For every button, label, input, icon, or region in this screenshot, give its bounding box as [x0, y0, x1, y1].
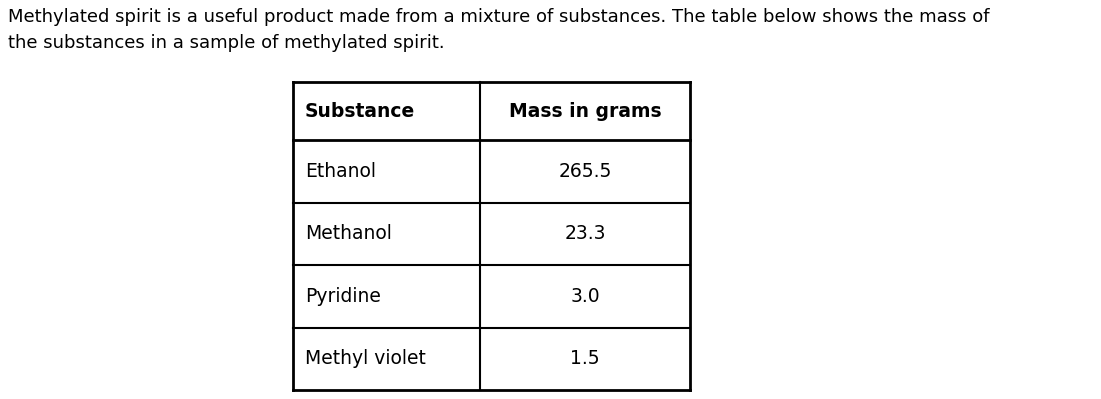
Text: 3.0: 3.0	[570, 287, 600, 306]
Text: 265.5: 265.5	[558, 162, 612, 181]
Text: Methanol: Methanol	[305, 224, 392, 243]
Text: Methylated spirit is a useful product made from a mixture of substances. The tab: Methylated spirit is a useful product ma…	[8, 8, 990, 26]
Text: Methyl violet: Methyl violet	[305, 349, 426, 368]
Text: 23.3: 23.3	[564, 224, 606, 243]
Text: the substances in a sample of methylated spirit.: the substances in a sample of methylated…	[8, 34, 445, 52]
Text: Substance: Substance	[305, 102, 415, 120]
Text: Ethanol: Ethanol	[305, 162, 377, 181]
Text: 1.5: 1.5	[570, 349, 600, 368]
Text: Mass in grams: Mass in grams	[509, 102, 662, 120]
Text: Pyridine: Pyridine	[305, 287, 381, 306]
